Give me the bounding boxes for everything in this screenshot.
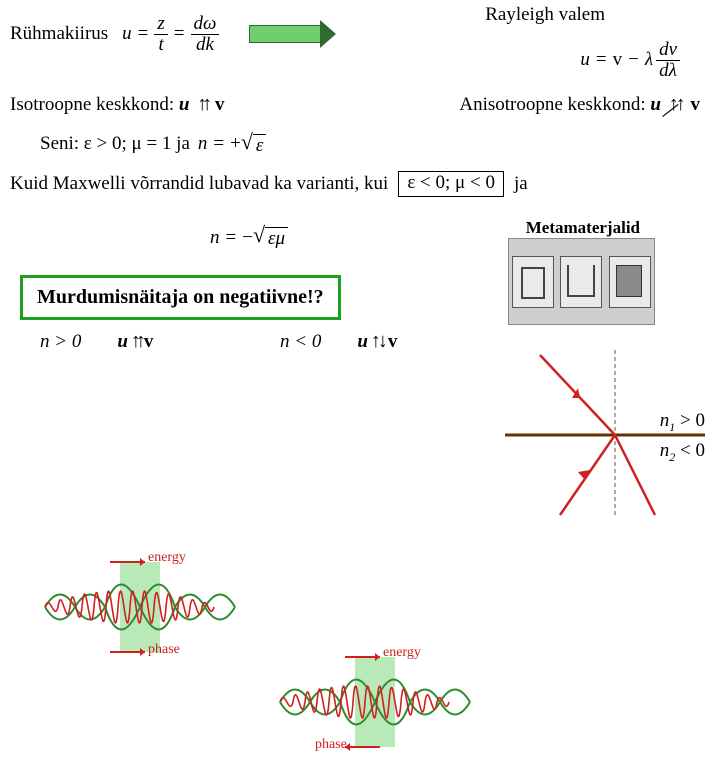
wave-headers-left: n > 0 u↑↑v <box>40 330 153 353</box>
arrow-to-rayleigh <box>249 25 321 43</box>
row-maxwell: Kuid Maxwelli võrrandid lubavad ka varia… <box>10 171 710 197</box>
sqrt-eps: √ ε <box>241 132 267 157</box>
isotropic-block: Isotroopne keskkond: u ↑↑ v <box>10 93 224 116</box>
parallel-arrows-1: ↑↑ <box>197 93 207 115</box>
label-metamaterials: Metamaterjalid <box>526 218 640 238</box>
eq-rayleigh: u = v − λ dv dλ <box>580 40 680 81</box>
wave-packet-negative: energy phase <box>275 647 445 742</box>
n2-label: n2 < 0 <box>660 440 705 465</box>
metamaterials-schematic <box>508 238 655 325</box>
var-u: u <box>122 23 132 45</box>
frac-domega-dk: dω dk <box>191 14 220 55</box>
refraction-title-frame: Murdumisnäitaja on negatiivne!? <box>20 275 341 320</box>
label-rayleigh: Rayleigh valem <box>485 4 605 26</box>
row-media: Isotroopne keskkond: u ↑↑ v Anisotroopne… <box>10 93 700 116</box>
wave-headers-right: n < 0 u↑↓v <box>280 330 397 353</box>
refraction-diagram: n1 > 0 n2 < 0 <box>505 340 705 520</box>
row-seni: Seni: ε > 0; μ = 1 ja n = + √ ε <box>40 132 710 157</box>
eq-negative-n: n = − √ εμ <box>210 225 288 250</box>
anisotropic-block: Anisotroopne keskkond: u ↑↑╱ v <box>459 93 700 116</box>
frac-z-t: z t <box>154 14 167 55</box>
boxed-condition: ε < 0; μ < 0 <box>398 171 504 197</box>
n1-label: n1 > 0 <box>660 410 705 435</box>
eq-sign-2: = <box>174 23 185 45</box>
sqrt-epsmu: √ εμ <box>253 225 288 250</box>
not-parallel-arrows: ↑↑╱ <box>669 93 683 115</box>
wave-packet-positive: energy phase <box>40 552 210 647</box>
eq-sign-1: = <box>138 23 149 45</box>
label-ruhmakiirus: Rühmakiirus <box>10 23 108 45</box>
refraction-title: Murdumisnäitaja on negatiivne!? <box>37 286 324 308</box>
